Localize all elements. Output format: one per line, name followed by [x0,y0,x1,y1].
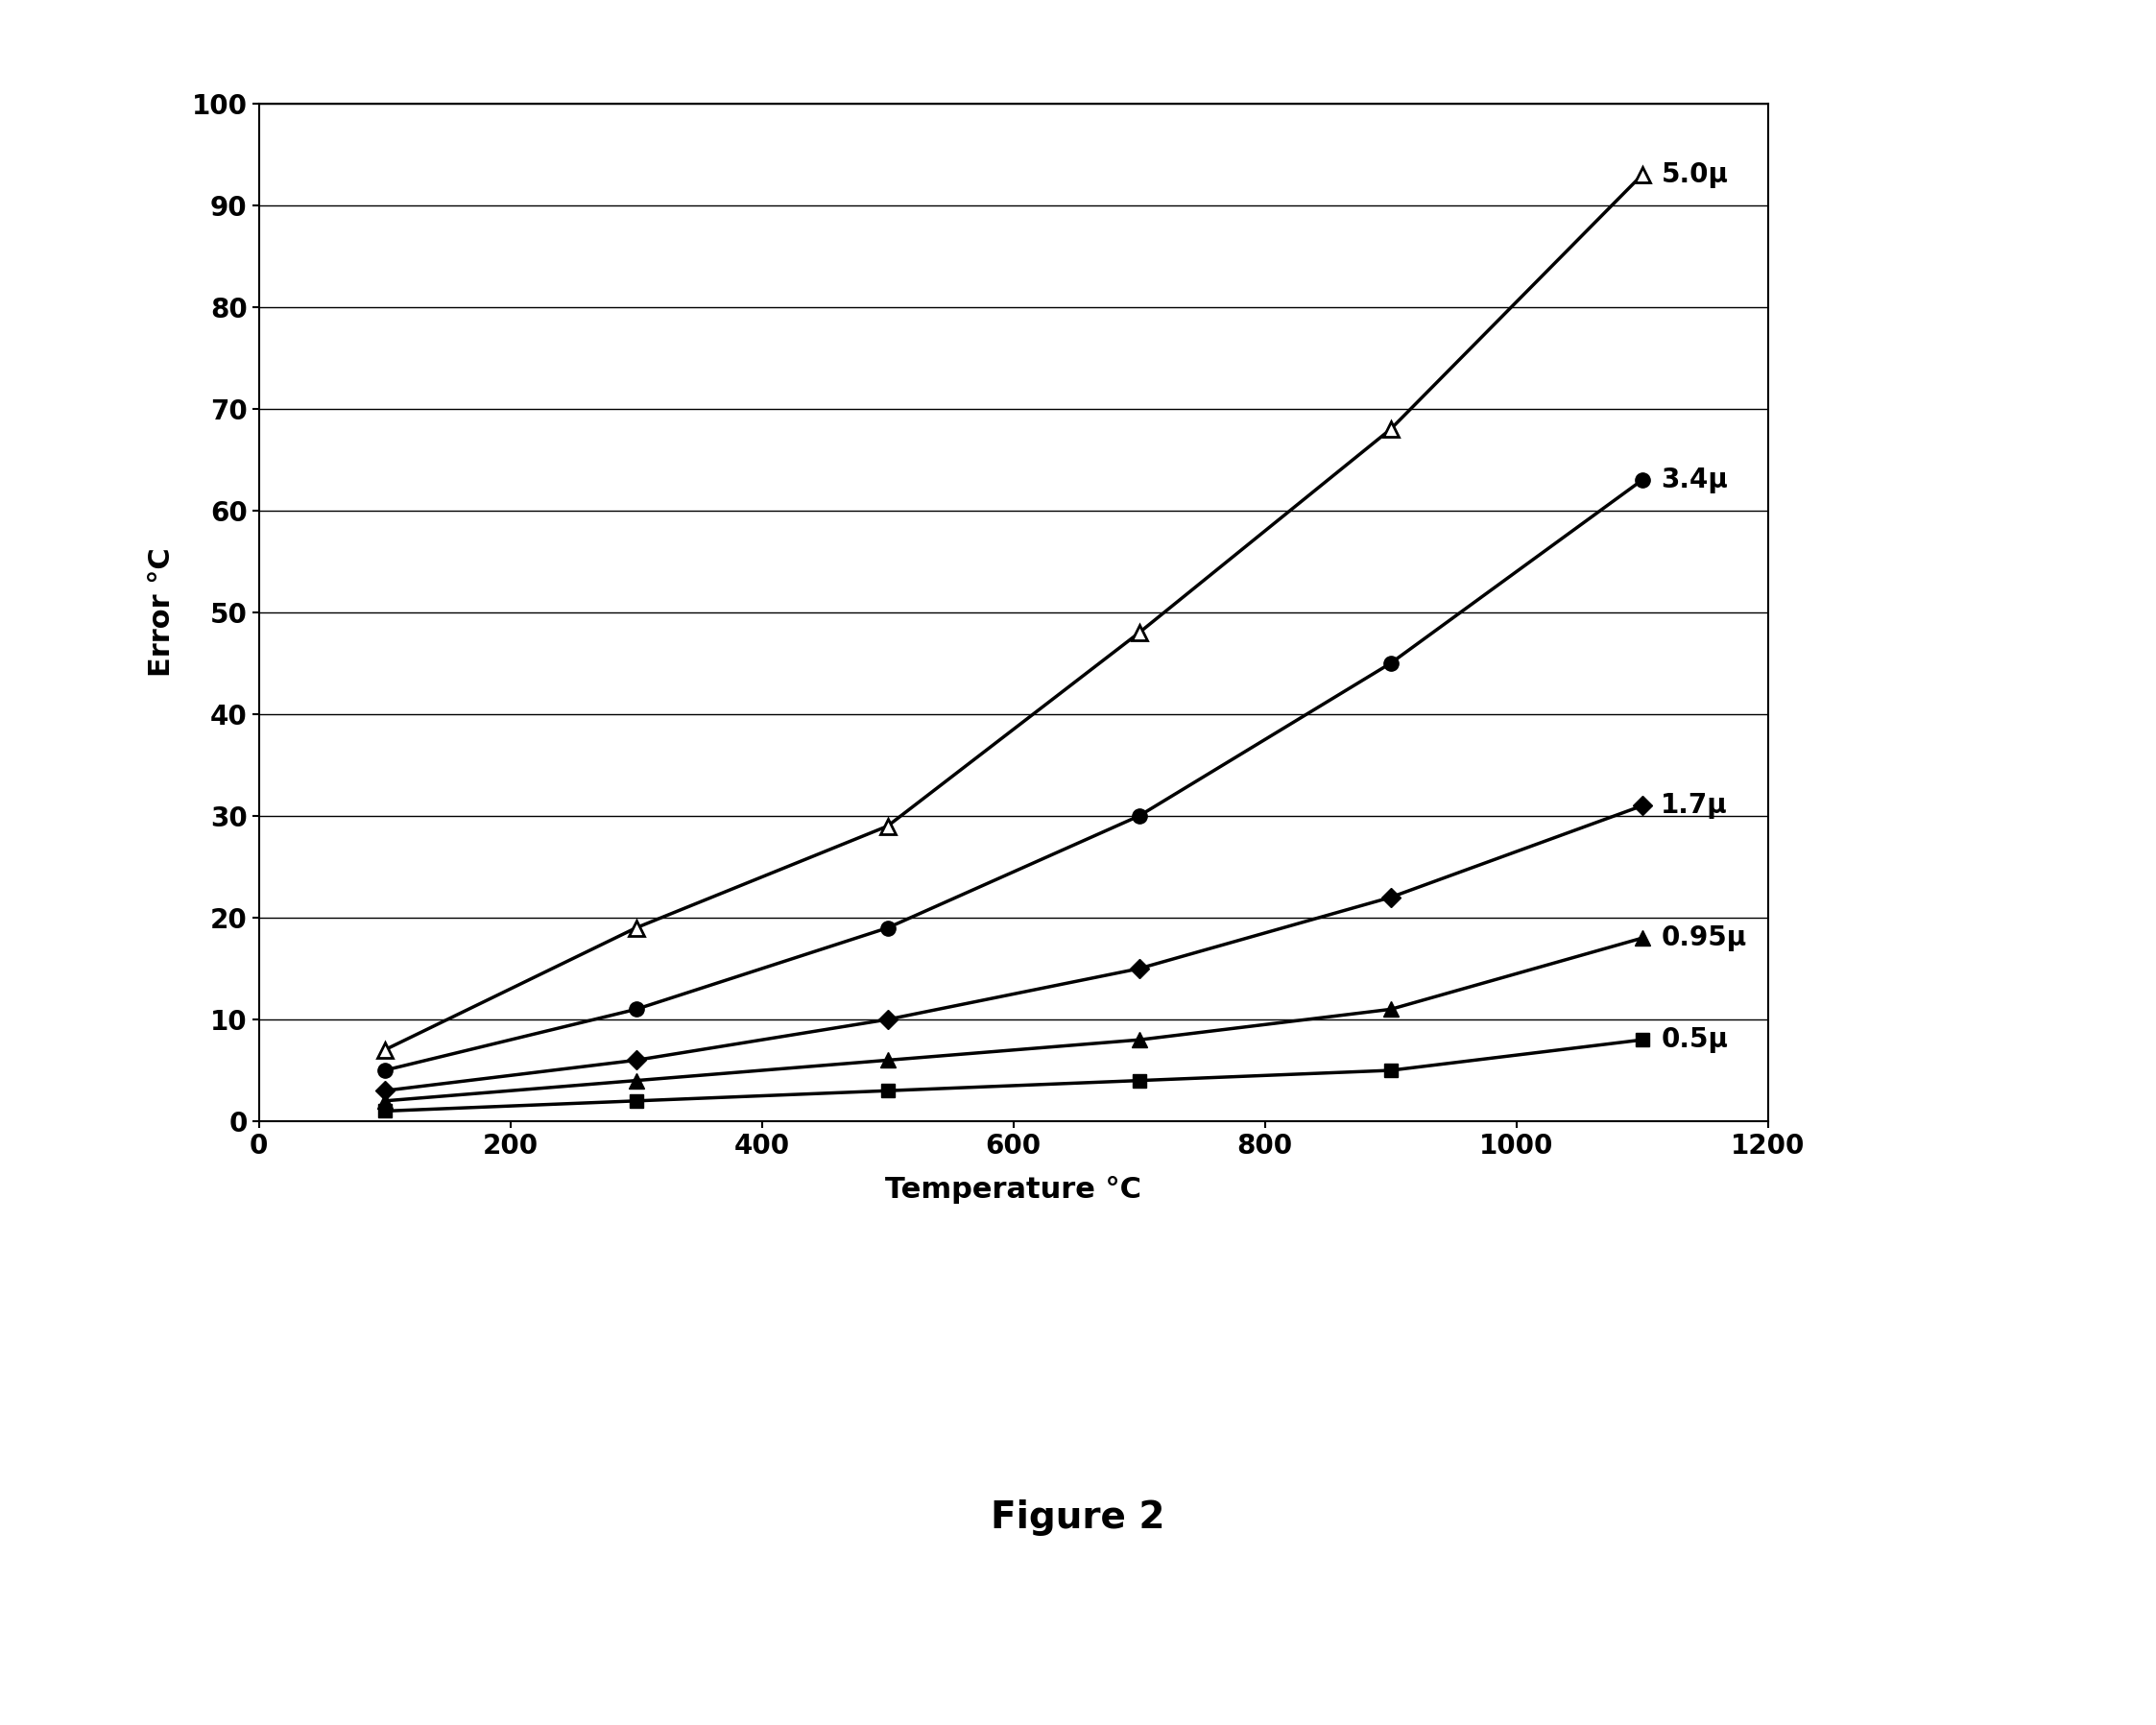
Text: 5.0μ: 5.0μ [1660,162,1729,188]
Text: 0.95μ: 0.95μ [1660,925,1746,952]
Y-axis label: Error °C: Error °C [149,549,175,676]
Text: 1.7μ: 1.7μ [1660,792,1727,819]
Text: Figure 2: Figure 2 [992,1499,1164,1537]
Text: 3.4μ: 3.4μ [1660,467,1729,493]
Text: 0.5μ: 0.5μ [1660,1026,1729,1054]
X-axis label: Temperature °C: Temperature °C [886,1175,1141,1204]
